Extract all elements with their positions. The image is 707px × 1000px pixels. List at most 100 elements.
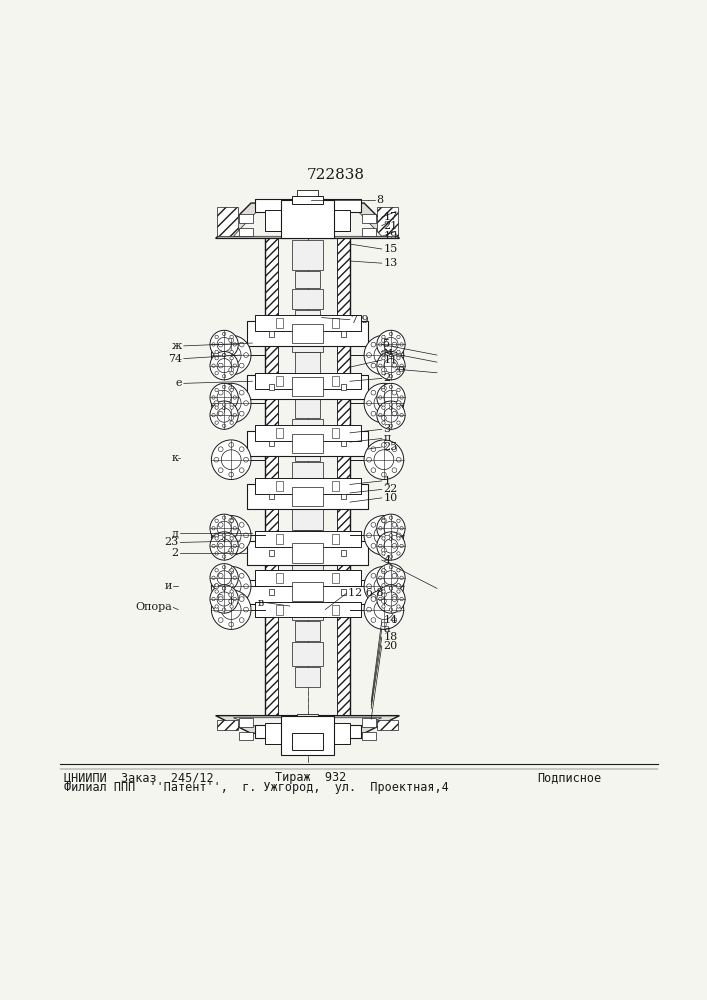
Circle shape (239, 522, 244, 527)
Bar (247, 375, 260, 399)
Bar (355, 375, 368, 399)
Circle shape (233, 544, 236, 548)
Circle shape (377, 383, 405, 412)
Circle shape (218, 618, 223, 622)
Circle shape (217, 539, 231, 553)
Circle shape (367, 533, 371, 538)
Circle shape (233, 527, 236, 530)
Bar (348, 315, 361, 331)
Bar (265, 723, 350, 744)
Circle shape (364, 566, 404, 606)
Bar (292, 240, 323, 270)
Bar (337, 238, 350, 716)
Bar (239, 718, 253, 727)
Circle shape (392, 363, 397, 368)
Bar (255, 373, 361, 389)
Circle shape (221, 393, 241, 413)
Text: Опора: Опора (135, 602, 172, 612)
Bar (332, 534, 339, 544)
Circle shape (218, 573, 223, 578)
Circle shape (374, 345, 394, 365)
Text: в: в (257, 598, 264, 608)
Bar (247, 375, 368, 399)
Bar (332, 428, 339, 438)
Circle shape (364, 590, 404, 629)
Circle shape (384, 359, 398, 373)
Circle shape (215, 534, 218, 537)
Bar (276, 428, 283, 438)
Circle shape (221, 525, 241, 545)
Circle shape (218, 411, 223, 416)
Circle shape (239, 468, 244, 473)
Circle shape (230, 569, 233, 572)
Circle shape (392, 522, 397, 527)
Circle shape (382, 386, 386, 391)
Bar (255, 315, 361, 331)
Circle shape (212, 576, 215, 579)
Circle shape (382, 590, 385, 593)
Circle shape (382, 599, 386, 603)
Bar (281, 724, 289, 749)
Circle shape (377, 514, 405, 542)
Circle shape (397, 401, 401, 406)
Circle shape (215, 584, 218, 587)
Bar (348, 570, 361, 586)
Text: 4: 4 (383, 555, 390, 565)
Circle shape (374, 450, 394, 470)
Bar (255, 425, 267, 441)
Circle shape (382, 584, 385, 587)
Bar (346, 199, 361, 212)
Text: 7 9: 7 9 (351, 315, 369, 325)
Circle shape (230, 356, 233, 360)
Circle shape (371, 447, 376, 452)
Circle shape (230, 584, 233, 587)
Circle shape (397, 605, 400, 608)
Bar (348, 478, 361, 494)
Bar (247, 431, 368, 456)
Bar (297, 190, 318, 196)
Bar (255, 425, 361, 441)
Bar (292, 373, 323, 397)
Bar (255, 725, 269, 738)
Bar (362, 228, 376, 236)
Circle shape (382, 552, 385, 555)
Bar (326, 207, 334, 231)
Bar (239, 228, 253, 236)
Circle shape (379, 396, 382, 399)
Circle shape (400, 544, 403, 548)
Circle shape (212, 364, 215, 367)
Bar (255, 199, 269, 212)
Text: и: и (165, 581, 172, 591)
Bar (247, 484, 260, 509)
Circle shape (377, 585, 405, 613)
Bar (291, 434, 323, 453)
Circle shape (233, 597, 236, 601)
Circle shape (371, 468, 376, 473)
Circle shape (223, 375, 226, 378)
Bar (292, 552, 323, 574)
Circle shape (382, 442, 386, 447)
Bar (295, 621, 320, 641)
Bar (332, 573, 339, 583)
Bar (255, 531, 361, 547)
Circle shape (371, 342, 376, 347)
Circle shape (215, 590, 218, 593)
Circle shape (382, 537, 385, 540)
Circle shape (239, 363, 244, 368)
Circle shape (371, 594, 376, 599)
Bar (269, 441, 274, 446)
Circle shape (364, 516, 404, 555)
Text: 19: 19 (383, 231, 397, 241)
Text: о: о (397, 364, 404, 374)
Text: 13: 13 (383, 258, 397, 268)
Circle shape (210, 330, 238, 359)
Circle shape (379, 544, 382, 548)
Bar (269, 384, 274, 390)
Text: 20: 20 (383, 641, 397, 651)
Circle shape (229, 416, 233, 420)
Circle shape (392, 597, 397, 601)
Circle shape (210, 532, 238, 560)
Bar (255, 199, 361, 212)
Circle shape (218, 522, 223, 527)
Circle shape (397, 537, 400, 540)
